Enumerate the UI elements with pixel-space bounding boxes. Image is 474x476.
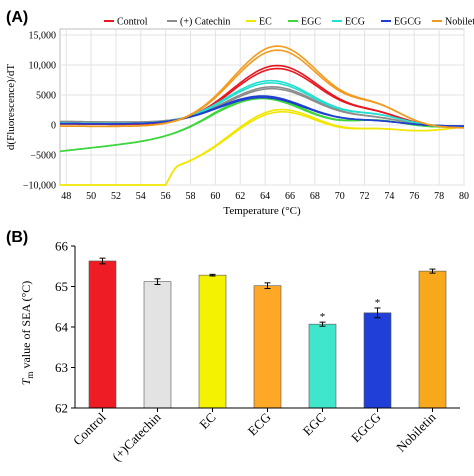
y-ticks-b: 62 63 64 65 66 bbox=[55, 239, 75, 416]
x-tick-label-b: EC bbox=[196, 410, 218, 432]
x-tick-label-a: 64 bbox=[260, 191, 270, 202]
x-tick-label-a: 58 bbox=[186, 191, 196, 202]
x-ticks-b: Control (+)Catechin EC ECG EGC EGCG Nobiletin bbox=[70, 408, 439, 464]
bar-egcg bbox=[363, 312, 392, 409]
melt-curve-chart: Control (+) Catechin EC EGC ECG EGCG Nobiletin… bbox=[5, 17, 474, 218]
x-tick-label-b: EGCG bbox=[348, 410, 384, 446]
legend-label: Nobiletin bbox=[445, 17, 474, 28]
significance-mark: * bbox=[375, 297, 381, 309]
bars: ** bbox=[88, 257, 447, 409]
bar-control bbox=[88, 260, 117, 409]
x-ticks-a: 48 50 52 54 56 58 60 62 64 66 68 70 72 74 76 78 80 bbox=[61, 191, 469, 202]
x-tick-label-b: ECG bbox=[245, 410, 274, 439]
legend-label: Control bbox=[117, 17, 148, 28]
x-tick-label-a: 62 bbox=[235, 191, 245, 202]
x-tick-label-a: 60 bbox=[210, 191, 220, 202]
y-tick-label-a: −10,000 bbox=[23, 181, 56, 192]
x-tick-label-a: 52 bbox=[111, 191, 121, 202]
x-tick-label-a: 50 bbox=[86, 191, 96, 202]
curve-ec bbox=[60, 111, 465, 186]
x-tick-label-b: (+)Catechin bbox=[109, 409, 164, 464]
x-tick-label-a: 70 bbox=[335, 191, 345, 202]
x-tick-label-a: 54 bbox=[136, 191, 146, 202]
curve-catechin bbox=[60, 87, 464, 128]
legend-label: EGCG bbox=[394, 17, 421, 28]
panel-a-label: (A) bbox=[6, 9, 28, 26]
y-axis-label-a: d(Fluorescence)/dT bbox=[5, 64, 17, 150]
x-tick-label-a: 66 bbox=[285, 191, 295, 202]
legend: Control (+) Catechin EC EGC ECG EGCG Nobiletin bbox=[104, 17, 474, 28]
x-tick-label-a: 48 bbox=[61, 191, 71, 202]
curves bbox=[59, 45, 465, 186]
legend-label: (+) Catechin bbox=[180, 17, 230, 28]
x-tick-label-a: 76 bbox=[409, 191, 419, 202]
y-tick-label-b: 64 bbox=[55, 320, 69, 335]
legend-label: ECG bbox=[345, 17, 365, 28]
x-tick-label-a: 74 bbox=[384, 191, 394, 202]
panel-b-label: (B) bbox=[6, 229, 28, 246]
y-axis-label-b: Tm value of SEA (°C) bbox=[19, 281, 35, 386]
significance-mark: * bbox=[320, 311, 326, 323]
plot-area-a bbox=[59, 28, 465, 186]
x-tick-label-a: 68 bbox=[310, 191, 320, 202]
x-axis-label-a: Temperature (°C) bbox=[223, 205, 301, 217]
legend-label: EGC bbox=[301, 17, 321, 28]
grid-a bbox=[60, 29, 465, 186]
legend-label: EC bbox=[259, 17, 272, 28]
y-label-main: T bbox=[19, 377, 33, 385]
x-tick-label-b: Control bbox=[70, 409, 109, 448]
y-tick-label-a: 10,000 bbox=[29, 61, 57, 72]
x-tick-label-a: 80 bbox=[459, 191, 469, 202]
curve-egcg bbox=[59, 96, 465, 127]
x-tick-label-b: Nobiletin bbox=[393, 409, 439, 455]
bar-ec bbox=[198, 274, 227, 409]
y-tick-label-b: 63 bbox=[55, 360, 68, 375]
bar-catechin bbox=[143, 281, 172, 409]
y-tick-label-a: 0 bbox=[51, 121, 56, 132]
y-tick-label-a: −5000 bbox=[30, 151, 56, 162]
y-tick-label-a: 15,000 bbox=[29, 31, 57, 42]
y-label-sub: m bbox=[25, 372, 35, 379]
x-tick-label-b: EGC bbox=[300, 410, 329, 439]
y-ticks-a: −10,000 −5000 0 5000 10,000 15,000 bbox=[23, 31, 56, 192]
y-label-rest: value of SEA (°C) bbox=[19, 281, 33, 372]
curve-nobiletin bbox=[59, 49, 464, 129]
y-tick-label-b: 65 bbox=[55, 279, 68, 294]
y-tick-label-a: 5000 bbox=[36, 91, 56, 102]
y-tick-label-b: 66 bbox=[55, 239, 69, 254]
x-tick-label-a: 72 bbox=[360, 191, 370, 202]
y-tick-label-b: 62 bbox=[55, 401, 68, 416]
bar-ecg bbox=[253, 285, 282, 409]
bar-nobiletin bbox=[418, 270, 447, 409]
x-tick-label-a: 78 bbox=[434, 191, 444, 202]
x-tick-label-a: 56 bbox=[161, 191, 171, 202]
bar-egc bbox=[308, 323, 337, 409]
